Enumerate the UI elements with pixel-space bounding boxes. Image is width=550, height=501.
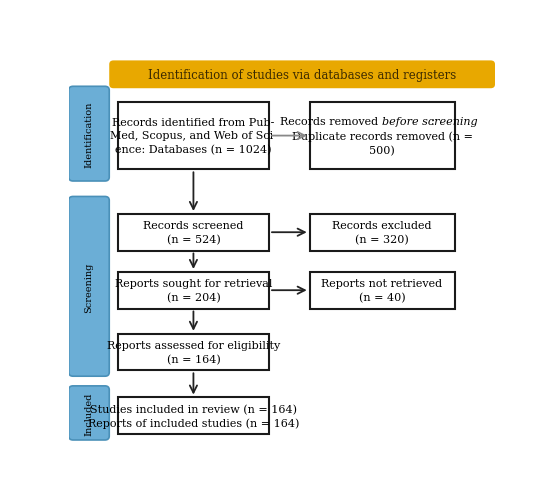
FancyBboxPatch shape bbox=[118, 273, 269, 309]
FancyBboxPatch shape bbox=[118, 398, 269, 434]
FancyBboxPatch shape bbox=[69, 87, 109, 182]
Text: :: : bbox=[431, 117, 435, 127]
FancyBboxPatch shape bbox=[118, 214, 269, 251]
Text: Screening: Screening bbox=[85, 262, 94, 312]
Text: Identification: Identification bbox=[85, 101, 94, 167]
FancyBboxPatch shape bbox=[109, 61, 495, 89]
Text: Included: Included bbox=[85, 391, 94, 435]
Text: Records removed: Records removed bbox=[280, 117, 382, 127]
FancyBboxPatch shape bbox=[118, 334, 269, 371]
FancyBboxPatch shape bbox=[310, 273, 454, 309]
Text: Reports sought for retrieval
(n = 204): Reports sought for retrieval (n = 204) bbox=[115, 279, 272, 303]
FancyBboxPatch shape bbox=[69, 197, 109, 376]
Text: Reports assessed for eligibility
(n = 164): Reports assessed for eligibility (n = 16… bbox=[107, 341, 280, 364]
Text: 500): 500) bbox=[369, 146, 395, 156]
Text: Reports not retrieved
(n = 40): Reports not retrieved (n = 40) bbox=[322, 279, 443, 303]
FancyBboxPatch shape bbox=[310, 214, 454, 251]
Text: Identification of studies via databases and registers: Identification of studies via databases … bbox=[148, 69, 456, 82]
FancyBboxPatch shape bbox=[69, 386, 109, 440]
Text: Records screened
(n = 524): Records screened (n = 524) bbox=[143, 221, 244, 244]
Text: Duplicate records removed (n =: Duplicate records removed (n = bbox=[292, 131, 472, 142]
Text: Records excluded
(n = 320): Records excluded (n = 320) bbox=[332, 221, 432, 244]
Text: Records identified from Pub-
Med, Scopus, and Web of Sci-
ence: Databases (n = 1: Records identified from Pub- Med, Scopus… bbox=[110, 118, 277, 155]
FancyBboxPatch shape bbox=[310, 103, 454, 170]
Text: Studies included in review (n = 164)
Reports of included studies (n = 164): Studies included in review (n = 164) Rep… bbox=[88, 404, 299, 428]
Text: before screening: before screening bbox=[382, 117, 477, 127]
FancyBboxPatch shape bbox=[118, 103, 269, 170]
